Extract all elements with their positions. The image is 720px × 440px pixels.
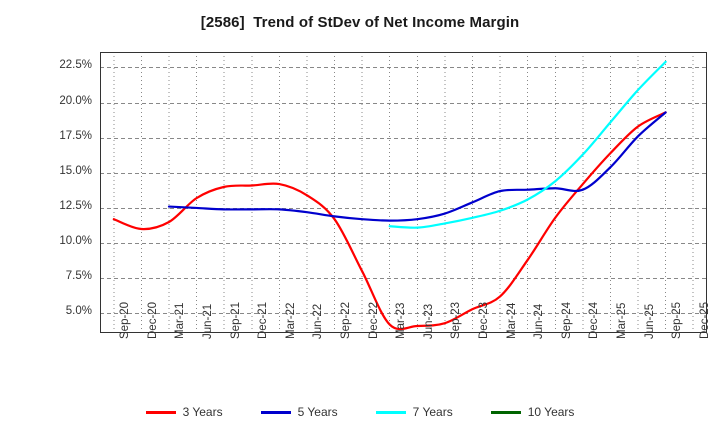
legend-item[interactable]: 7 Years	[375, 405, 453, 419]
x-axis-tick-label: Jun-23	[422, 303, 435, 339]
y-axis-tick-label: 5.0%	[65, 305, 92, 318]
y-axis-tick-label: 15.0%	[59, 164, 92, 177]
x-axis-tick-label: Sep-21	[229, 301, 242, 339]
series-line-3-years	[112, 111, 667, 331]
x-axis-tick-label: Sep-22	[340, 301, 353, 339]
legend-item[interactable]: 3 Years	[145, 405, 223, 419]
series-line-5-years	[167, 111, 667, 222]
x-axis-tick-label: Mar-21	[174, 302, 187, 339]
x-axis-tick-label: Dec-20	[146, 301, 159, 339]
legend-item[interactable]: 10 Years	[490, 405, 575, 419]
legend-item[interactable]: 5 Years	[260, 405, 338, 419]
x-axis-tick-label: Dec-24	[588, 301, 601, 339]
x-axis-tick-label: Jun-22	[312, 303, 325, 339]
x-axis-tick-label: Mar-22	[284, 302, 297, 339]
series-line-7-years	[388, 60, 667, 229]
legend-item-label: 3 Years	[182, 405, 223, 419]
legend-color-swatch	[375, 410, 406, 414]
x-axis-tick-label: Sep-24	[560, 301, 573, 339]
legend-item-label: 5 Years	[297, 405, 338, 419]
x-axis-tick-label: Dec-22	[367, 301, 380, 339]
legend-color-swatch	[260, 410, 291, 414]
y-axis-tick-label: 17.5%	[59, 129, 92, 142]
chart-legend: 3 Years 5 Years 7 Years 10 Years	[0, 405, 720, 419]
legend-color-swatch	[145, 410, 176, 414]
y-axis-tick-label: 22.5%	[59, 59, 92, 72]
y-axis-tick-label: 20.0%	[59, 94, 92, 107]
y-axis-tick-label: 12.5%	[59, 199, 92, 212]
x-axis-tick-label: Mar-25	[615, 302, 628, 339]
y-axis-tick-label: 7.5%	[65, 270, 92, 283]
legend-item-label: 7 Years	[412, 405, 453, 419]
x-axis-tick-label: Dec-23	[477, 301, 490, 339]
x-axis-tick-label: Mar-23	[395, 302, 408, 339]
x-axis-tick-label: Sep-25	[671, 301, 684, 339]
legend-color-swatch	[490, 410, 521, 414]
x-axis-tick-label: Jun-24	[533, 303, 546, 339]
x-axis-tick-label: Sep-23	[450, 301, 463, 339]
y-axis-tick-label: 10.0%	[59, 235, 92, 248]
x-axis-tick-label: Mar-24	[505, 302, 518, 339]
x-axis-tick-label: Sep-20	[119, 301, 132, 339]
x-axis-tick-label: Dec-25	[698, 301, 711, 339]
chart-title: [2586] Trend of StDev of Net Income Marg…	[200, 14, 520, 31]
legend-item-label: 10 Years	[527, 405, 575, 419]
x-axis-tick-label: Dec-21	[257, 301, 270, 339]
x-axis-tick-label: Jun-21	[202, 303, 215, 339]
x-axis-tick-label: Jun-25	[643, 303, 656, 339]
